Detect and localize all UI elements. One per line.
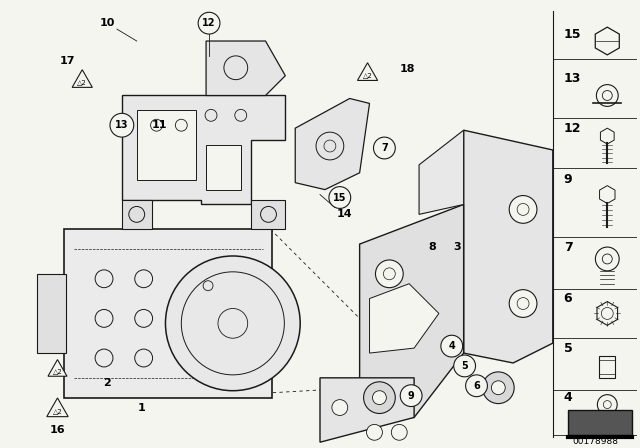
Polygon shape bbox=[47, 398, 68, 417]
Text: 12: 12 bbox=[564, 122, 581, 135]
Text: 15: 15 bbox=[333, 193, 347, 202]
Text: 11: 11 bbox=[152, 120, 167, 130]
Circle shape bbox=[492, 381, 505, 395]
Text: 13: 13 bbox=[564, 72, 581, 85]
Text: 00178988: 00178988 bbox=[572, 437, 618, 446]
Circle shape bbox=[454, 355, 476, 377]
Circle shape bbox=[466, 375, 488, 396]
Polygon shape bbox=[369, 284, 439, 353]
Text: 4: 4 bbox=[564, 391, 572, 404]
Text: 4: 4 bbox=[449, 341, 455, 351]
Bar bbox=[65, 229, 273, 398]
Text: 18: 18 bbox=[399, 64, 415, 74]
Polygon shape bbox=[360, 204, 463, 418]
Text: 5: 5 bbox=[461, 361, 468, 371]
Circle shape bbox=[166, 256, 300, 391]
Polygon shape bbox=[206, 41, 285, 95]
Circle shape bbox=[400, 385, 422, 406]
Text: 2: 2 bbox=[103, 378, 111, 388]
Circle shape bbox=[441, 335, 463, 357]
Polygon shape bbox=[419, 130, 463, 215]
Bar bbox=[36, 274, 67, 353]
Text: 17: 17 bbox=[60, 56, 75, 66]
Text: △2: △2 bbox=[52, 408, 62, 414]
Circle shape bbox=[372, 391, 387, 405]
Polygon shape bbox=[122, 199, 152, 229]
Text: 14: 14 bbox=[337, 209, 353, 220]
Circle shape bbox=[374, 137, 396, 159]
Text: △2: △2 bbox=[363, 73, 372, 78]
Text: 3: 3 bbox=[453, 242, 461, 252]
Bar bbox=[137, 110, 196, 180]
Text: 9: 9 bbox=[564, 173, 572, 186]
Polygon shape bbox=[122, 95, 285, 204]
Text: △2: △2 bbox=[52, 369, 62, 375]
Polygon shape bbox=[48, 360, 67, 376]
Circle shape bbox=[367, 424, 383, 440]
Text: 9: 9 bbox=[408, 391, 415, 401]
Polygon shape bbox=[358, 63, 378, 81]
Text: 13: 13 bbox=[115, 120, 129, 130]
Text: 7: 7 bbox=[381, 143, 388, 153]
Text: △2: △2 bbox=[77, 79, 87, 85]
Circle shape bbox=[483, 372, 514, 404]
Text: 5: 5 bbox=[564, 342, 572, 355]
Text: 12: 12 bbox=[202, 18, 216, 28]
Bar bbox=[206, 145, 241, 190]
Polygon shape bbox=[463, 130, 553, 363]
Polygon shape bbox=[568, 409, 632, 435]
Text: 15: 15 bbox=[564, 28, 581, 41]
Circle shape bbox=[329, 187, 351, 208]
Text: 16: 16 bbox=[50, 425, 65, 435]
Circle shape bbox=[332, 400, 348, 415]
Circle shape bbox=[391, 424, 407, 440]
Circle shape bbox=[509, 290, 537, 317]
Circle shape bbox=[376, 260, 403, 288]
Circle shape bbox=[198, 12, 220, 34]
Text: 6: 6 bbox=[564, 292, 572, 305]
Polygon shape bbox=[295, 99, 369, 190]
Text: 10: 10 bbox=[99, 18, 115, 28]
Polygon shape bbox=[251, 199, 285, 229]
Text: 1: 1 bbox=[138, 403, 145, 413]
Text: 6: 6 bbox=[473, 381, 480, 391]
Polygon shape bbox=[72, 70, 92, 87]
Text: 8: 8 bbox=[428, 242, 436, 252]
Circle shape bbox=[364, 382, 396, 414]
Bar bbox=[599, 356, 615, 378]
Text: 7: 7 bbox=[564, 241, 572, 254]
Circle shape bbox=[509, 196, 537, 223]
Polygon shape bbox=[320, 378, 414, 442]
Circle shape bbox=[110, 113, 134, 137]
